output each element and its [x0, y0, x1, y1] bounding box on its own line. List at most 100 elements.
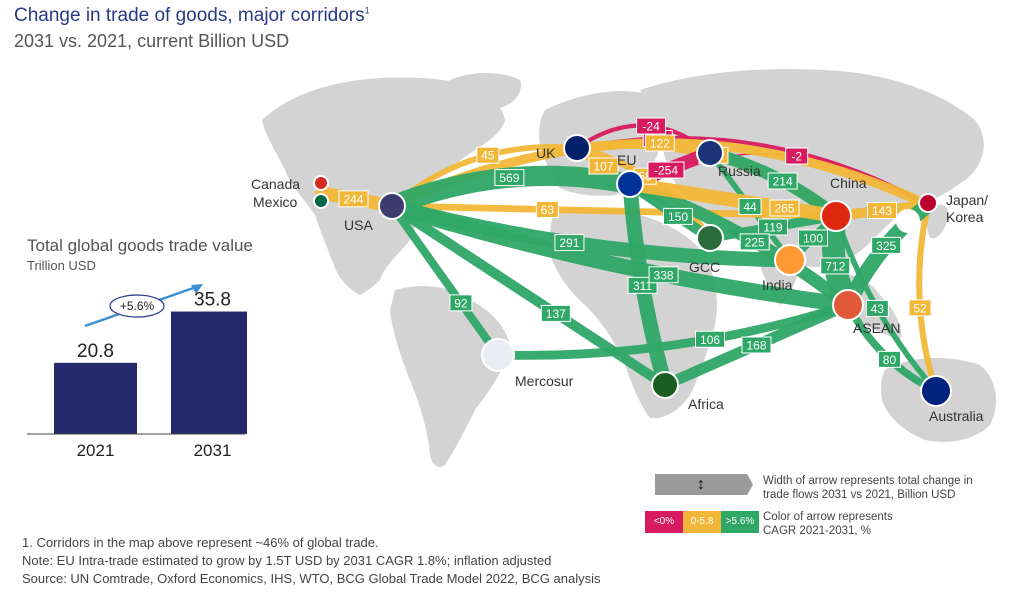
legend-low: 0-5.8 [683, 511, 721, 533]
flow-value-label: 44 [743, 200, 757, 214]
flow-label-bg [739, 233, 770, 251]
flag-japan-icon [918, 193, 938, 213]
region-labels: Canada Mexico USA UK EU Russia China Japan/Kore… [251, 145, 988, 424]
width-legend-text: Width of arrow represents total change i… [763, 475, 973, 501]
growth-badge [109, 294, 165, 318]
flow-label-bg [644, 134, 675, 152]
flow-value-label: 106 [700, 333, 720, 347]
region-label-canada: Canada [251, 176, 300, 192]
bar-value-label: 35.8 [194, 290, 231, 311]
flow-value-label: 265 [774, 202, 794, 216]
flow-value-label: 225 [745, 235, 765, 249]
region-label-china: China [830, 175, 867, 191]
flow-label-bg [867, 202, 897, 219]
region-label-japan-korea-2: Korea [946, 209, 984, 225]
growth-label: +5.6% [120, 299, 155, 313]
flag-africa-icon [651, 371, 679, 399]
flag-mexico-icon [313, 193, 329, 209]
flow-value-label: 107 [593, 160, 613, 174]
flow-value-label: 244 [343, 192, 363, 206]
double-arrow-icon: ↕ [697, 476, 705, 493]
flow-label-bg [554, 234, 585, 252]
region-label-gcc: GCC [689, 259, 720, 275]
region-label-india: India [762, 277, 793, 293]
flow-label-bg [494, 169, 525, 187]
growth-arrow-head [191, 284, 203, 294]
flow-japan-korea-australia [916, 201, 940, 395]
flow-label-bg [540, 304, 571, 322]
flow-label-bg [738, 198, 762, 215]
bar-category-label: 2031 [194, 441, 232, 460]
region-label-usa: USA [344, 217, 373, 233]
flow-label-bg [476, 146, 500, 164]
region-label-eu: EU [617, 152, 636, 168]
flow-label-bg [636, 117, 667, 135]
flag-india-icon [774, 244, 806, 276]
flag-australia-icon [920, 375, 952, 407]
flow-value-label: 311 [633, 279, 652, 293]
flow-label-bg [871, 236, 902, 254]
color-legend-text: Color of arrow represents CAGR 2021-2031,… [763, 511, 893, 537]
flow-value-label: 52 [913, 301, 927, 315]
flag-eu-icon [616, 170, 644, 198]
flow-label-bg [588, 157, 619, 175]
flow-value-label: 63 [541, 203, 555, 217]
flow-label-bg [877, 350, 901, 368]
flow-label-bg [338, 190, 369, 208]
legend-high: >5.6% [721, 511, 759, 533]
flow-value-label: 100 [803, 232, 823, 246]
flag-mercosur-icon [481, 338, 515, 372]
flow-value-label: 43 [871, 302, 885, 316]
flag-usa-icon [378, 192, 406, 220]
legend-negative: <0% [645, 511, 683, 533]
bar-2031 [171, 311, 247, 434]
flow-label-bg [449, 294, 473, 312]
flag-uk-icon [563, 134, 591, 162]
flow-label-bg [663, 207, 693, 225]
flow-label-bg [820, 257, 851, 275]
flag-canada-icon [313, 175, 329, 191]
width-legend-arrow [655, 474, 753, 495]
inset-unit: Trillion USD [27, 258, 96, 273]
region-label-japan-korea-1: Japan/ [946, 192, 988, 208]
region-label-australia: Australia [929, 408, 984, 424]
flow-usa-africa [387, 201, 670, 390]
footnote-1: 1. Corridors in the map above represent … [22, 535, 379, 550]
footnote-note: Note: EU Intra-trade estimated to grow b… [22, 553, 552, 568]
flag-china-icon [820, 200, 852, 232]
flow-label-bg [785, 147, 809, 165]
flow-label-bg [695, 330, 726, 348]
flow-value-label: 712 [825, 259, 845, 273]
flag-gcc-icon [696, 224, 724, 252]
flow-label-bg [647, 161, 685, 179]
flow-label-bg [769, 199, 800, 217]
footnote-source: Source: UN Comtrade, Oxford Economics, I… [22, 571, 601, 586]
chart-title: Change in trade of goods, major corridor… [14, 5, 370, 26]
flow-eu-china [623, 177, 843, 223]
region-label-russia: Russia [718, 163, 761, 179]
flow-label-bg [758, 218, 788, 236]
flow-value-label: -2 [791, 150, 802, 164]
flow-value-label: 214 [773, 175, 793, 189]
flow-value-label: 168 [746, 339, 766, 353]
flow-value-label: -254 [654, 164, 678, 178]
flow-mercosur-asean [493, 300, 853, 360]
flow-value-label: 325 [876, 239, 896, 253]
region-label-mercosur: Mercosur [515, 373, 574, 389]
bar-value-label: 20.8 [77, 341, 114, 362]
region-label-mexico: Mexico [253, 194, 298, 210]
region-label-asean: ASEAN [853, 320, 900, 336]
flow-value-label: 80 [883, 353, 897, 367]
flow-value-label: 45 [481, 149, 495, 163]
bar-category-label: 2021 [77, 441, 115, 460]
region-markers [313, 134, 952, 407]
flow-value-label: -24 [642, 120, 660, 134]
flag-asean-icon [832, 289, 864, 321]
flow-labels: -2-23-2443444552586380921001031061071191… [338, 117, 932, 368]
flow-value-label: 150 [668, 210, 688, 224]
bar-2021 [54, 362, 137, 434]
flag-russia-icon [696, 139, 724, 167]
flow-value-label: 119 [763, 221, 782, 235]
inset-title: Total global goods trade value [27, 236, 253, 255]
region-label-uk: UK [536, 145, 556, 161]
